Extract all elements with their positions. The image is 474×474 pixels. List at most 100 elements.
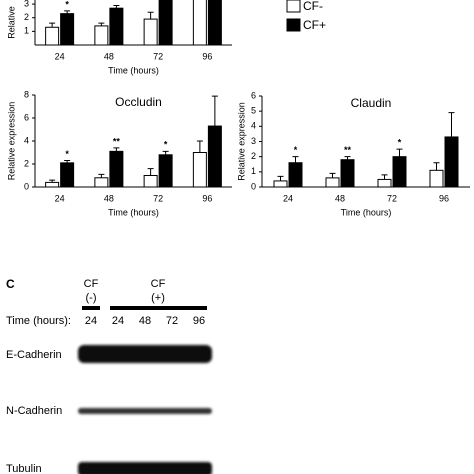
y-axis-label: Relative expression bbox=[236, 102, 246, 181]
y-tick-label: 2 bbox=[24, 12, 29, 22]
x-tick-label: 48 bbox=[335, 193, 345, 203]
error-bar bbox=[196, 140, 203, 153]
y-tick-label: 4 bbox=[24, 135, 29, 145]
group-bar bbox=[82, 306, 100, 310]
legend-label: CF+ bbox=[303, 18, 326, 32]
y-tick-label: 5 bbox=[251, 106, 256, 116]
error-bar bbox=[98, 22, 105, 26]
error-bar bbox=[147, 168, 154, 176]
lane-label: 96 bbox=[193, 315, 205, 327]
y-tick-label: 0 bbox=[24, 181, 29, 191]
row-label: E-Cadherin bbox=[6, 349, 62, 361]
significance-label: ** bbox=[113, 136, 121, 146]
x-tick-label: 72 bbox=[153, 193, 163, 203]
significance-label: * bbox=[398, 137, 402, 147]
lane-label: 72 bbox=[166, 315, 178, 327]
x-tick-label: 24 bbox=[283, 193, 293, 203]
x-tick-label: 24 bbox=[55, 193, 65, 203]
lane-label: 24 bbox=[85, 315, 97, 327]
bar bbox=[109, 7, 124, 46]
y-tick-label: 3 bbox=[24, 0, 29, 8]
error-bar bbox=[433, 162, 440, 171]
bar bbox=[207, 0, 222, 46]
error-bar bbox=[49, 22, 56, 28]
bar bbox=[288, 162, 303, 188]
row-label: N-Cadherin bbox=[6, 405, 62, 417]
x-tick-label: 96 bbox=[202, 193, 212, 203]
error-bar bbox=[147, 11, 154, 20]
group-label: CF bbox=[151, 278, 166, 290]
x-tick-label: 96 bbox=[439, 193, 449, 203]
legend-label: CF- bbox=[303, 0, 323, 13]
x-axis-label: Time (hours) bbox=[108, 65, 159, 75]
error-bar bbox=[344, 156, 351, 160]
error-bar bbox=[64, 10, 71, 14]
bar bbox=[192, 0, 207, 46]
group-sub: (-) bbox=[86, 292, 97, 304]
legend-swatch bbox=[286, 0, 301, 13]
chart-title: Claudin bbox=[351, 96, 392, 110]
error-bar bbox=[396, 148, 403, 157]
x-tick-label: 48 bbox=[104, 193, 114, 203]
x-tick-label: 48 bbox=[104, 51, 114, 61]
x-axis-label: Time (hours) bbox=[341, 207, 392, 217]
bar bbox=[45, 26, 60, 46]
error-bar bbox=[292, 156, 299, 163]
bar bbox=[60, 162, 75, 188]
bar bbox=[392, 156, 407, 188]
chart-title: Occludin bbox=[115, 95, 162, 109]
bar bbox=[340, 159, 355, 188]
error-bar bbox=[49, 179, 56, 183]
lane-label: 24 bbox=[112, 315, 124, 327]
bar bbox=[158, 0, 173, 46]
y-tick-label: 1 bbox=[24, 26, 29, 36]
y-tick-label: 6 bbox=[24, 112, 29, 122]
significance-label: * bbox=[65, 149, 69, 159]
error-bar bbox=[98, 173, 105, 178]
y-tick-label: 1 bbox=[251, 166, 256, 176]
error-bar bbox=[64, 160, 71, 163]
group-bar bbox=[110, 306, 207, 310]
bar bbox=[45, 181, 60, 188]
y-axis-label: Relative expression bbox=[6, 102, 16, 181]
blot-bands bbox=[78, 345, 212, 474]
x-tick-label: 72 bbox=[387, 193, 397, 203]
error-bar bbox=[329, 172, 336, 178]
panel-label: C bbox=[6, 277, 15, 291]
bar bbox=[273, 180, 288, 188]
y-tick-label: 2 bbox=[251, 151, 256, 161]
lane-label: 48 bbox=[139, 315, 151, 327]
group-sub: (+) bbox=[151, 292, 165, 304]
error-bar bbox=[277, 175, 284, 181]
panel-c: C CF (-) CF (+) Time (hours): 24 24 48 7… bbox=[6, 277, 212, 474]
bar bbox=[377, 178, 392, 188]
error-bar bbox=[113, 147, 120, 152]
y-axis-label: Relative bbox=[6, 6, 16, 39]
significance-label: ** bbox=[344, 145, 352, 155]
error-bar bbox=[448, 112, 455, 137]
time-label: Time (hours): bbox=[6, 315, 71, 327]
error-bar bbox=[211, 95, 218, 127]
bar bbox=[429, 169, 444, 188]
y-tick-label: 2 bbox=[24, 158, 29, 168]
significance-label: * bbox=[164, 140, 168, 150]
bar bbox=[444, 136, 459, 188]
error-bar bbox=[113, 4, 120, 9]
y-tick-label: 4 bbox=[251, 121, 256, 131]
y-tick-label: 3 bbox=[251, 136, 256, 146]
bar bbox=[143, 18, 158, 46]
bar bbox=[94, 25, 109, 46]
x-tick-label: 24 bbox=[55, 51, 65, 61]
x-tick-label: 72 bbox=[153, 51, 163, 61]
y-tick-label: 6 bbox=[251, 90, 256, 100]
row-label: Tubulin bbox=[6, 463, 42, 474]
significance-label: * bbox=[294, 145, 298, 155]
y-tick-label: 8 bbox=[24, 89, 29, 99]
y-tick-label: 0 bbox=[251, 181, 256, 191]
bar bbox=[60, 13, 75, 46]
bar bbox=[143, 175, 158, 188]
x-axis-label: Time (hours) bbox=[108, 207, 159, 217]
x-tick-label: 96 bbox=[202, 51, 212, 61]
bar bbox=[94, 177, 109, 188]
